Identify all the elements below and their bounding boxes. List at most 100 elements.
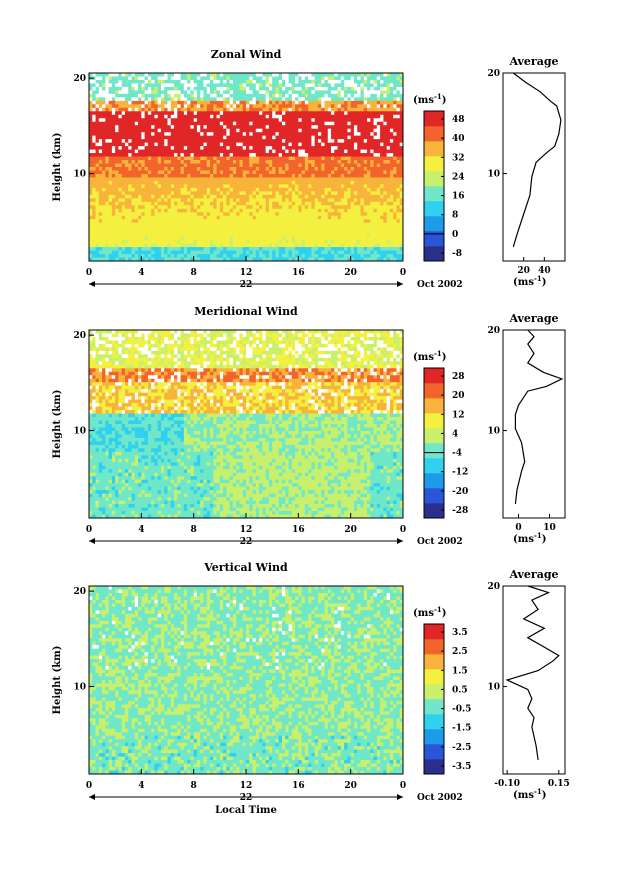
heatmap-cell <box>187 139 191 144</box>
heatmap-cell <box>370 111 374 116</box>
heatmap-cell <box>190 160 195 164</box>
heatmap-cell <box>138 90 142 95</box>
heatmap-cell <box>147 215 152 220</box>
heatmap-cell <box>141 86 145 91</box>
heatmap-cell <box>272 139 276 144</box>
heatmap-cell <box>249 104 253 109</box>
heatmap-cell <box>295 135 299 140</box>
heatmap-cell <box>278 208 283 213</box>
heatmap-cell <box>249 160 253 164</box>
heatmap-cell <box>95 160 100 164</box>
heatmap-cell <box>308 240 312 244</box>
heatmap-cell <box>399 212 404 217</box>
heatmap-cell <box>108 226 113 231</box>
heatmap-cell <box>216 160 221 164</box>
heatmap-cell <box>252 90 257 95</box>
heatmap-cell <box>327 146 332 150</box>
heatmap-cell <box>131 128 136 133</box>
heatmap-cell <box>321 90 325 95</box>
heatmap-cell <box>347 240 352 244</box>
heatmap-cell <box>281 146 286 150</box>
heatmap-cell <box>308 121 312 126</box>
heatmap-cell <box>344 160 348 164</box>
heatmap-cell <box>285 167 289 171</box>
heatmap-cell <box>370 212 374 217</box>
heatmap-cell <box>95 194 100 199</box>
heatmap-cell <box>226 226 231 231</box>
heatmap-cell <box>340 215 345 220</box>
heatmap-cell <box>216 215 221 220</box>
heatmap-cell <box>216 219 221 224</box>
heatmap-cell <box>324 212 329 217</box>
heatmap-cell <box>187 128 191 133</box>
heatmap-cell <box>128 170 132 175</box>
heatmap-cell <box>124 233 129 238</box>
heatmap-cell <box>367 79 371 84</box>
heatmap-cell <box>327 104 332 109</box>
heatmap-cell <box>259 73 263 77</box>
heatmap-cell <box>111 184 116 189</box>
heatmap-cell <box>206 212 211 217</box>
heatmap-cell <box>213 215 217 220</box>
heatmap-cell <box>249 121 253 126</box>
heatmap-cell <box>193 76 198 81</box>
heatmap-cell <box>102 160 106 164</box>
heatmap-cell <box>360 222 365 227</box>
heatmap-cell <box>252 79 257 84</box>
heatmap-cell <box>337 139 342 144</box>
heatmap-cell <box>321 187 325 192</box>
heatmap-cell <box>308 233 312 238</box>
heatmap-cell <box>105 146 110 150</box>
heatmap-cell <box>232 170 237 175</box>
heatmap-cell <box>229 79 234 84</box>
heatmap-cell <box>226 222 231 227</box>
heatmap-cell <box>360 118 365 123</box>
heatmap-cell <box>164 226 168 231</box>
heatmap-cell <box>344 90 348 95</box>
heatmap-cell <box>213 111 217 116</box>
heatmap-cell <box>226 86 231 91</box>
heatmap-cell <box>249 215 253 220</box>
heatmap-cell <box>386 76 391 81</box>
heatmap-cell <box>383 194 388 199</box>
heatmap-cell <box>367 142 371 147</box>
heatmap-cell <box>95 79 100 84</box>
heatmap-cell <box>226 212 231 217</box>
heatmap-cell <box>177 167 181 171</box>
heatmap-cell <box>259 111 263 116</box>
heatmap-cell <box>242 180 247 185</box>
heatmap-cell <box>164 125 168 130</box>
heatmap-cell <box>399 79 404 84</box>
heatmap-cell <box>340 76 345 81</box>
heatmap-cell <box>334 76 338 81</box>
heatmap-cell <box>141 100 145 105</box>
heatmap-cell <box>98 222 103 227</box>
heatmap-cell <box>193 107 198 112</box>
heatmap-cell <box>128 173 132 178</box>
heatmap-cell <box>219 226 224 231</box>
heatmap-cell <box>177 100 181 105</box>
heatmap-cell <box>223 212 227 217</box>
heatmap-cell <box>317 163 322 168</box>
heatmap-cell <box>262 73 267 77</box>
heatmap-cell <box>376 215 381 220</box>
heatmap-cell <box>232 250 237 255</box>
heatmap-cell <box>226 125 231 130</box>
heatmap-cell <box>121 142 126 147</box>
heatmap-cell <box>317 205 322 210</box>
heatmap-cell <box>311 229 316 234</box>
heatmap-cell <box>108 219 113 224</box>
heatmap-cell <box>308 219 312 224</box>
heatmap-cell <box>399 247 404 251</box>
heatmap-cell <box>340 236 345 241</box>
heatmap-cell <box>298 135 302 140</box>
heatmap-cell <box>151 86 155 91</box>
heatmap-cell <box>357 79 361 84</box>
heatmap-cell <box>196 215 201 220</box>
heatmap-cell <box>275 79 280 84</box>
heatmap-cell <box>370 100 374 105</box>
heatmap-cell <box>246 142 250 147</box>
heatmap-cell <box>304 236 309 241</box>
heatmap-cell <box>360 215 365 220</box>
heatmap-cell <box>219 114 224 119</box>
